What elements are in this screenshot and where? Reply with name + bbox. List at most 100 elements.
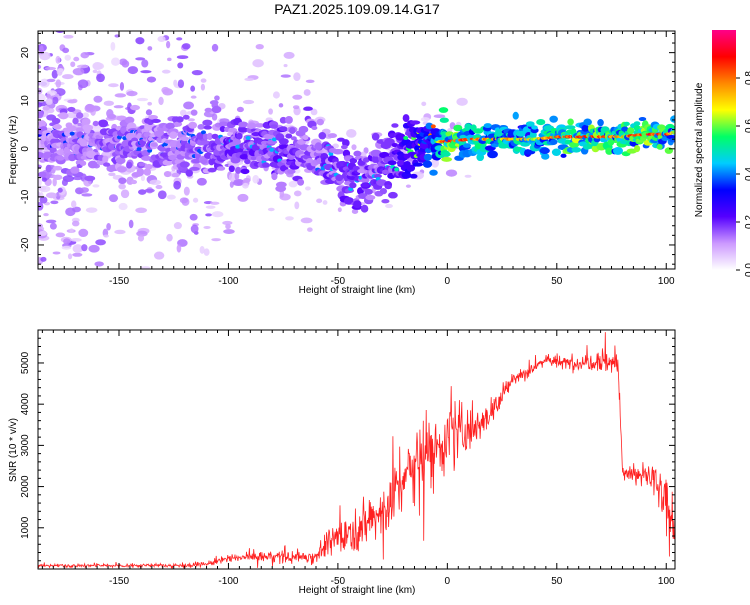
spectrogram-noise-blob bbox=[110, 41, 116, 51]
spectrogram-noise-blob bbox=[70, 238, 82, 242]
spectrogram-ridge-blob bbox=[188, 121, 198, 129]
spectrogram-noise-blob bbox=[106, 223, 111, 231]
spectrogram-noise-blob bbox=[211, 211, 224, 218]
spectrogram-ridge-blob bbox=[51, 117, 61, 125]
spectrogram-ridge-blob bbox=[381, 199, 390, 204]
spectrogram-ridge-blob bbox=[38, 171, 47, 178]
spectrogram-ridge-blob bbox=[63, 146, 71, 155]
spectrogram-ridge-blob bbox=[316, 118, 324, 126]
spectrogram-ridge-blob bbox=[388, 191, 398, 199]
spectrogram-noise-blob bbox=[82, 112, 90, 119]
spectrogram-noise-blob bbox=[70, 200, 77, 208]
spectrogram-noise-blob bbox=[93, 62, 105, 70]
spectrogram-noise-blob bbox=[49, 222, 57, 230]
colorbar: 0.0 0.2 0.4 0.6 0.8 Normalized spectral ampl… bbox=[694, 30, 750, 277]
spectrogram-noise-blob bbox=[351, 144, 357, 151]
spectrogram-frame bbox=[37, 30, 676, 270]
spectrogram-noise-blob bbox=[54, 0, 61, 6]
spectrogram-noise-blob bbox=[272, 91, 280, 99]
spectrogram-noise-blob bbox=[183, 186, 190, 196]
spectrogram-noise-blob bbox=[136, 230, 148, 237]
spectrogram-noise-blob bbox=[217, 10, 222, 14]
spectrogram-ridge-blob bbox=[340, 144, 348, 150]
spectrogram-noise-blob bbox=[73, 56, 80, 62]
spectrogram-noise-blob bbox=[431, 158, 439, 168]
spectrogram-x-tick-label: -50 bbox=[331, 276, 346, 287]
spectrogram-ridge-blob bbox=[79, 139, 88, 147]
spectrogram-noise-blob bbox=[203, 248, 210, 256]
spectrogram-noise-blob bbox=[155, 184, 163, 190]
spectrogram-ridge-blob bbox=[169, 147, 179, 152]
snr-y-axis-label: SNR (10 * v/v) bbox=[8, 418, 19, 482]
spectrogram-ridge-blob bbox=[185, 169, 193, 177]
spectrogram-noise-blob bbox=[127, 66, 139, 75]
spectrogram-ridge-blob bbox=[79, 160, 87, 166]
spectrogram-noise-blob bbox=[108, 172, 116, 177]
spectrogram-ridge-blob bbox=[82, 124, 94, 131]
spectrogram-noise-blob bbox=[200, 78, 207, 83]
spectrogram-ridge-blob bbox=[190, 109, 198, 116]
spectrogram-noise-blob bbox=[205, 213, 212, 217]
spectrogram-noise-blob bbox=[300, 217, 313, 224]
spectrogram-noise-blob bbox=[46, 93, 51, 99]
spectrogram-noise-blob bbox=[76, 64, 89, 69]
spectrogram-noise-blob bbox=[39, 45, 44, 55]
spectrogram-noise-blob bbox=[420, 117, 430, 122]
spectrogram-ridge-blob bbox=[396, 160, 406, 166]
spectrogram-ridge-blob bbox=[370, 149, 382, 157]
spectrogram-noise-blob bbox=[63, 238, 71, 245]
spectrogram-noise-blob bbox=[135, 57, 146, 61]
spectrogram-noise-blob bbox=[211, 238, 221, 242]
spectrogram-ridge-blob bbox=[191, 158, 201, 164]
spectrogram-ridge-blob bbox=[332, 148, 344, 155]
spectrogram-ridge-blob bbox=[549, 115, 558, 123]
spectrogram-y-tick-label: -10 bbox=[20, 189, 31, 204]
spectrogram-ridge-blob bbox=[402, 114, 410, 123]
spectrogram-ridge-core bbox=[430, 124, 436, 129]
spectrogram-noise-blob bbox=[57, 187, 63, 193]
spectrogram-noise-blob bbox=[39, 196, 48, 204]
spectrogram-ridge-blob bbox=[240, 168, 250, 175]
spectrogram-noise-blob bbox=[145, 109, 153, 116]
spectrogram-noise-blob bbox=[77, 79, 89, 89]
spectrogram-noise-blob bbox=[173, 180, 181, 190]
spectrogram-noise-blob bbox=[141, 59, 149, 68]
spectrogram-x-tick-label: 100 bbox=[658, 276, 675, 287]
spectrogram-ridge-blob bbox=[38, 120, 47, 128]
snr-series-line bbox=[38, 332, 675, 569]
spectrogram-ridge-blob bbox=[254, 123, 265, 128]
spectrogram-ridge-blob bbox=[290, 136, 297, 141]
spectrogram-ridge-blob bbox=[70, 166, 80, 174]
spectrogram-ridge-blob bbox=[269, 124, 278, 129]
spectrogram-noise-blob bbox=[137, 0, 141, 3]
spectrogram-ridge-blob bbox=[136, 168, 145, 176]
spectrogram-ridge-blob bbox=[298, 125, 309, 134]
spectrogram-noise-blob bbox=[96, 73, 105, 83]
spectrogram-ridge-blob bbox=[288, 127, 296, 135]
spectrogram-noise-blob bbox=[113, 105, 124, 109]
spectrogram-ridge-blob bbox=[302, 134, 309, 140]
spectrogram-noise-blob bbox=[33, 289, 43, 297]
spectrogram-noise-blob bbox=[166, 233, 173, 242]
snr-x-axis-label: Height of straight line (km) bbox=[299, 585, 416, 596]
colorbar-tick-label: 0.6 bbox=[744, 119, 750, 133]
spectrogram-ridge-blob bbox=[239, 153, 250, 160]
spectrogram-noise-blob bbox=[44, 270, 56, 277]
spectrogram-ridge-blob bbox=[633, 121, 641, 126]
snr-panel: -150 -100 -50 0 50 100 1000 2000 3000 4000 5000 He… bbox=[8, 329, 676, 596]
spectrogram-noise-blob bbox=[119, 58, 128, 66]
spectrogram-noise-blob bbox=[160, 18, 172, 23]
figure-title: PAZ1.2025.109.09.14.G17 bbox=[274, 1, 440, 17]
colorbar-ticks: 0.0 0.2 0.4 0.6 0.8 bbox=[736, 71, 750, 277]
spectrogram-noise-blob bbox=[244, 77, 255, 82]
spectrogram-ridge-core bbox=[136, 146, 142, 151]
spectrogram-x-tick-label: 0 bbox=[445, 276, 451, 287]
spectrogram-noise-blob bbox=[61, 245, 72, 250]
spectrogram-ridge-core bbox=[69, 131, 75, 136]
spectrogram-noise-blob bbox=[234, 172, 240, 181]
spectrogram-ridge-blob bbox=[169, 131, 178, 139]
spectrogram-noise-blob bbox=[113, 22, 120, 25]
spectrogram-ridge-blob bbox=[669, 137, 675, 143]
spectrogram-ridge-blob bbox=[464, 123, 472, 131]
spectrogram-plot-area bbox=[33, 0, 675, 297]
